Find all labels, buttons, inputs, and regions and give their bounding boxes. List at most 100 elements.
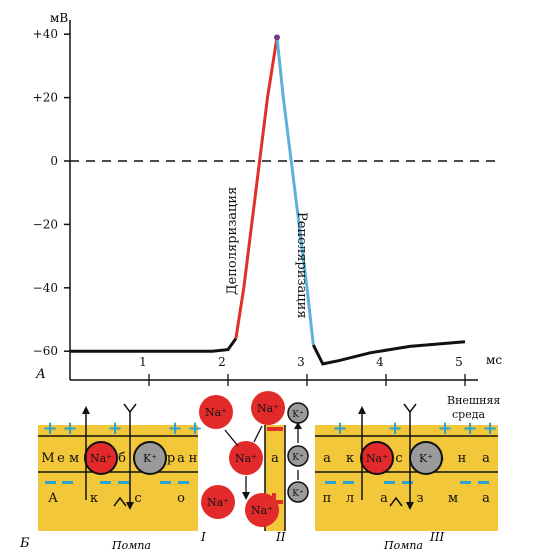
receptor-fork-icon [389,496,403,507]
channel-label-ii: II [275,530,286,544]
red-plus-v [272,493,276,511]
plus-sign: + [187,418,202,439]
k-ion-circle [287,481,309,503]
na-ion-label: Na⁺ [251,504,273,517]
repolarization-line [275,37,315,346]
na-ion-circle [84,441,118,475]
membrane-letter: е [57,451,65,466]
panel-a-label: А [35,367,46,382]
membrane-letter: А [48,491,58,506]
red-minus-sign [267,427,283,431]
membrane-letter: м [448,491,458,506]
arrow-head-icon [242,492,250,500]
arrow-head-icon [294,422,302,429]
plus-sign: + [167,418,182,439]
minus-sign [178,481,189,484]
membrane-letter: о [177,491,185,506]
na-ion-label: Na⁺ [205,406,227,419]
minus-sign [460,481,471,484]
y-tick-label: +20 [33,91,58,105]
sodium-channel-ions: Na⁺ Na⁺ Na⁺ Na⁺ Na⁺ [199,391,285,527]
membrane-letter: а [323,451,331,466]
membrane-letter: а [271,451,279,466]
na-ion-label: Na⁺ [257,402,279,415]
plus-sign: + [462,418,477,439]
x-tick-label: 4 [376,355,384,369]
membrane-letter: а [380,491,388,506]
membrane-letter: с [134,491,141,506]
x-tick-label: 2 [218,355,226,369]
k-ion-label: K⁺ [419,452,433,465]
depolarization-label: Деполяризация [225,187,240,295]
y-unit-label: мВ [50,11,68,25]
membrane-letter: з [416,491,423,506]
membrane-letter: м [69,451,79,466]
panel-b-label: Б [19,536,30,551]
na-ion-circle [251,391,285,425]
membrane-diagram: ++++++++++ МембранАксоаксонаплазмаа Na⁺ … [19,391,500,552]
arrow-head-icon [82,406,90,414]
x-tick-label: 1 [139,355,147,369]
arrow-head-icon [406,502,414,510]
depolarization-line [234,37,279,339]
membrane-right-slab [315,425,498,531]
plus-sign: + [42,418,57,439]
na-ion-label: Na⁺ [207,496,229,509]
minus-sign [384,481,395,484]
membrane-letter: а [482,451,490,466]
na-ion-label: Na⁺ [90,452,112,465]
membrane-letter: л [346,491,354,506]
minus-sign [62,481,73,484]
membrane-letter: н [189,451,198,466]
x-tick-label: 5 [455,355,463,369]
y-tick-label: −20 [33,217,58,231]
x-tick-label: 3 [297,355,305,369]
negative-charges [45,481,489,484]
plus-sign: + [62,418,77,439]
left-pump: Na⁺ K⁺ [82,403,167,510]
membrane-letter: к [346,451,354,466]
k-ion-label: K⁺ [292,410,304,420]
na-inflow-arrow [224,429,239,447]
right-pump: Na⁺ K⁺ [358,403,443,510]
na-inflow-arrow [253,425,263,443]
minus-sign [478,481,489,484]
k-ion-label: K⁺ [292,489,304,499]
outer-environment-label-2: среда [452,408,485,421]
plus-sign: + [332,418,347,439]
hyperpolarization-curve [311,340,466,366]
pump-label-right: Помпа [383,539,423,552]
plus-sign: + [107,418,122,439]
potassium-channel-ions: K⁺ K⁺ K⁺ [287,402,309,503]
membrane-letter: а [482,491,490,506]
k-ion-circle [133,441,167,475]
y-ticks: +40 +20 0 −20 −40 −60 [33,27,70,358]
receptor-fork-icon [123,403,137,414]
na-ion-circle [360,441,394,475]
arrow-head-icon [126,502,134,510]
peak-marker [273,34,280,41]
outer-environment-label-1: Внешняя [447,394,500,407]
plus-sign: + [387,418,402,439]
y-tick-label: +40 [33,27,58,41]
na-ion-label: Na⁺ [366,452,388,465]
minus-sign [100,481,111,484]
k-ion-circle [287,445,309,467]
minus-sign [45,481,56,484]
na-ion-circle [201,485,235,519]
x-ticks: 1 2 3 4 5 [139,355,466,386]
minus-sign [343,481,354,484]
na-ion-circle [199,395,233,429]
x-unit-label: мс [486,353,502,367]
positive-charges: + + + + + + + + + + [42,418,497,439]
minus-sign [402,481,413,484]
pump-label-iii: III [429,530,444,544]
pump-label-left: Помпа [111,539,151,552]
receptor-fork-icon [113,496,127,507]
membrane-letter: п [323,491,332,506]
membrane-letter: с [395,451,402,466]
membrane-letter: б [118,451,126,466]
membrane-letter: а [177,451,185,466]
k-ion-label: K⁺ [292,453,304,463]
